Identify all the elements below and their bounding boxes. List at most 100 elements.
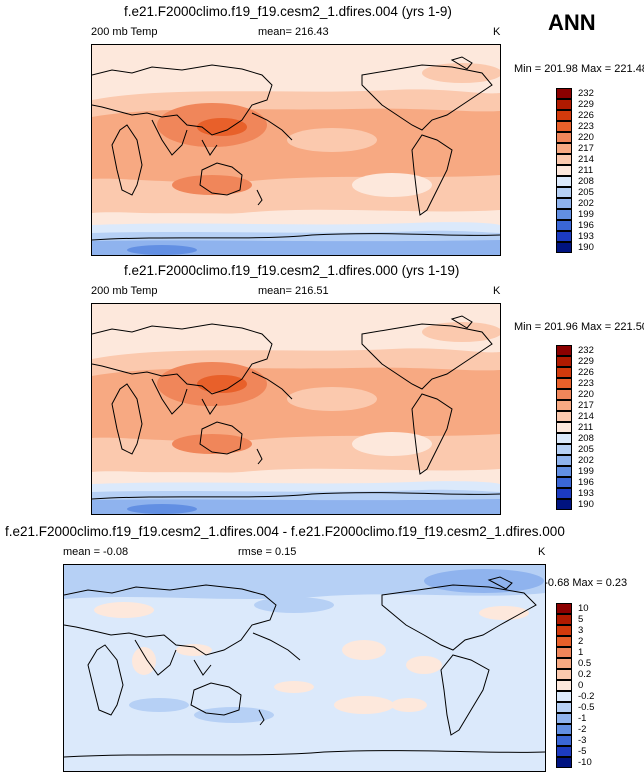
panel1-level-label: 199 bbox=[578, 209, 594, 220]
panel1-swatch bbox=[556, 220, 572, 231]
panel1-swatch bbox=[556, 165, 572, 176]
panel3-units: K bbox=[538, 546, 546, 558]
season-label: ANN bbox=[548, 10, 596, 35]
panel2-swatch bbox=[556, 444, 572, 455]
panel1-level-label: 232 bbox=[578, 88, 594, 99]
panel1-swatch bbox=[556, 187, 572, 198]
panel1-swatch bbox=[556, 121, 572, 132]
panel2-level-label: 202 bbox=[578, 455, 594, 466]
panel2-level-label: 232 bbox=[578, 345, 594, 356]
panel2-swatch bbox=[556, 367, 572, 378]
panel1-map bbox=[91, 44, 501, 256]
panel1-swatch bbox=[556, 99, 572, 110]
panel3-swatch bbox=[556, 658, 572, 669]
panel2-level-label: 199 bbox=[578, 466, 594, 477]
panel1-swatch bbox=[556, 154, 572, 165]
panel3-level-label: 0.5 bbox=[578, 658, 592, 669]
panel2-swatch bbox=[556, 389, 572, 400]
panel1-swatch bbox=[556, 242, 572, 253]
panel1-level-label: 205 bbox=[578, 187, 594, 198]
panel1-swatch bbox=[556, 198, 572, 209]
panel1-minmax: Min = 201.98 Max = 221.48 bbox=[514, 63, 644, 75]
panel3-level-label: -3 bbox=[578, 735, 587, 746]
panel3-swatch bbox=[556, 603, 572, 614]
panel2-level-label: 214 bbox=[578, 411, 594, 422]
panel3-mean: mean = -0.08 bbox=[63, 546, 129, 558]
panel1-swatch bbox=[556, 88, 572, 99]
panel1-swatch bbox=[556, 231, 572, 242]
panel1-level-label: 208 bbox=[578, 176, 594, 187]
panel2-swatch bbox=[556, 345, 572, 356]
panel3-rmse: rmse = 0.15 bbox=[238, 546, 297, 558]
panel3-level-label: -0.2 bbox=[578, 691, 595, 702]
panel3-swatch bbox=[556, 713, 572, 724]
panel2-title: f.e21.F2000climo.f19_f19.cesm2_1.dfires.… bbox=[124, 263, 460, 278]
panel2-minmax: Min = 201.96 Max = 221.50 bbox=[514, 321, 644, 333]
panel3-swatch bbox=[556, 636, 572, 647]
panel2-level-label: 193 bbox=[578, 488, 594, 499]
panel2-level-label: 223 bbox=[578, 378, 594, 389]
panel3-swatch bbox=[556, 735, 572, 746]
panel2-level-label: 229 bbox=[578, 356, 594, 367]
panel2-mean: mean= 216.51 bbox=[258, 285, 329, 297]
panel1-swatch bbox=[556, 176, 572, 187]
panel2-level-label: 205 bbox=[578, 444, 594, 455]
panel1-swatch bbox=[556, 132, 572, 143]
panel2-level-label: 220 bbox=[578, 389, 594, 400]
panel2-level-label: 190 bbox=[578, 499, 594, 510]
panel2-swatch bbox=[556, 466, 572, 477]
panel1-level-label: 196 bbox=[578, 220, 594, 231]
panel2-swatch bbox=[556, 433, 572, 444]
panel3-level-label: -10 bbox=[578, 757, 592, 768]
panel1-mean: mean= 216.43 bbox=[258, 26, 329, 38]
panel1-swatch bbox=[556, 209, 572, 220]
panel2-level-label: 196 bbox=[578, 477, 594, 488]
panel2-swatch bbox=[556, 378, 572, 389]
panel3-level-label: -5 bbox=[578, 746, 587, 757]
panel3-level-label: 3 bbox=[578, 625, 584, 636]
panel3-level-label: -2 bbox=[578, 724, 587, 735]
panel2-swatch bbox=[556, 477, 572, 488]
panel1-variable: 200 mb Temp bbox=[91, 26, 158, 38]
panel3-title: f.e21.F2000climo.f19_f19.cesm2_1.dfires.… bbox=[5, 524, 565, 539]
panel3-level-label: 5 bbox=[578, 614, 584, 625]
panel3-level-label: -1 bbox=[578, 713, 587, 724]
panel2-swatch bbox=[556, 400, 572, 411]
panel1-level-label: 223 bbox=[578, 121, 594, 132]
panel2-swatch bbox=[556, 411, 572, 422]
panel3-level-label: 0 bbox=[578, 680, 584, 691]
panel2-units: K bbox=[493, 285, 501, 297]
panel1-units: K bbox=[493, 26, 501, 38]
panel3-swatch bbox=[556, 702, 572, 713]
panel2-swatch bbox=[556, 422, 572, 433]
panel2-swatch bbox=[556, 356, 572, 367]
panel3-level-label: 10 bbox=[578, 603, 589, 614]
panel1-level-label: 229 bbox=[578, 99, 594, 110]
panel2-level-label: 208 bbox=[578, 433, 594, 444]
panel1-level-label: 211 bbox=[578, 165, 594, 176]
panel1-swatch bbox=[556, 143, 572, 154]
panel3-swatch bbox=[556, 669, 572, 680]
panel2-swatch bbox=[556, 455, 572, 466]
panel2-level-label: 211 bbox=[578, 422, 594, 433]
panel3-level-label: -0.5 bbox=[578, 702, 595, 713]
panel1-swatch bbox=[556, 110, 572, 121]
panel1-level-label: 217 bbox=[578, 143, 594, 154]
panel2-variable: 200 mb Temp bbox=[91, 285, 158, 297]
panel1-level-label: 202 bbox=[578, 198, 594, 209]
panel1-title: f.e21.F2000climo.f19_f19.cesm2_1.dfires.… bbox=[124, 4, 452, 19]
panel3-swatch bbox=[556, 724, 572, 735]
panel2-level-label: 217 bbox=[578, 400, 594, 411]
panel2-swatch bbox=[556, 488, 572, 499]
panel1-level-label: 226 bbox=[578, 110, 594, 121]
panel3-swatch bbox=[556, 746, 572, 757]
panel3-swatch bbox=[556, 625, 572, 636]
panel3-level-label: 0.2 bbox=[578, 669, 592, 680]
panel3-swatch bbox=[556, 757, 572, 768]
panel3-level-label: 1 bbox=[578, 647, 584, 658]
panel1-level-label: 190 bbox=[578, 242, 594, 253]
panel2-map bbox=[91, 303, 501, 515]
panel2-level-label: 226 bbox=[578, 367, 594, 378]
panel3-level-label: 2 bbox=[578, 636, 584, 647]
panel1-level-label: 193 bbox=[578, 231, 594, 242]
